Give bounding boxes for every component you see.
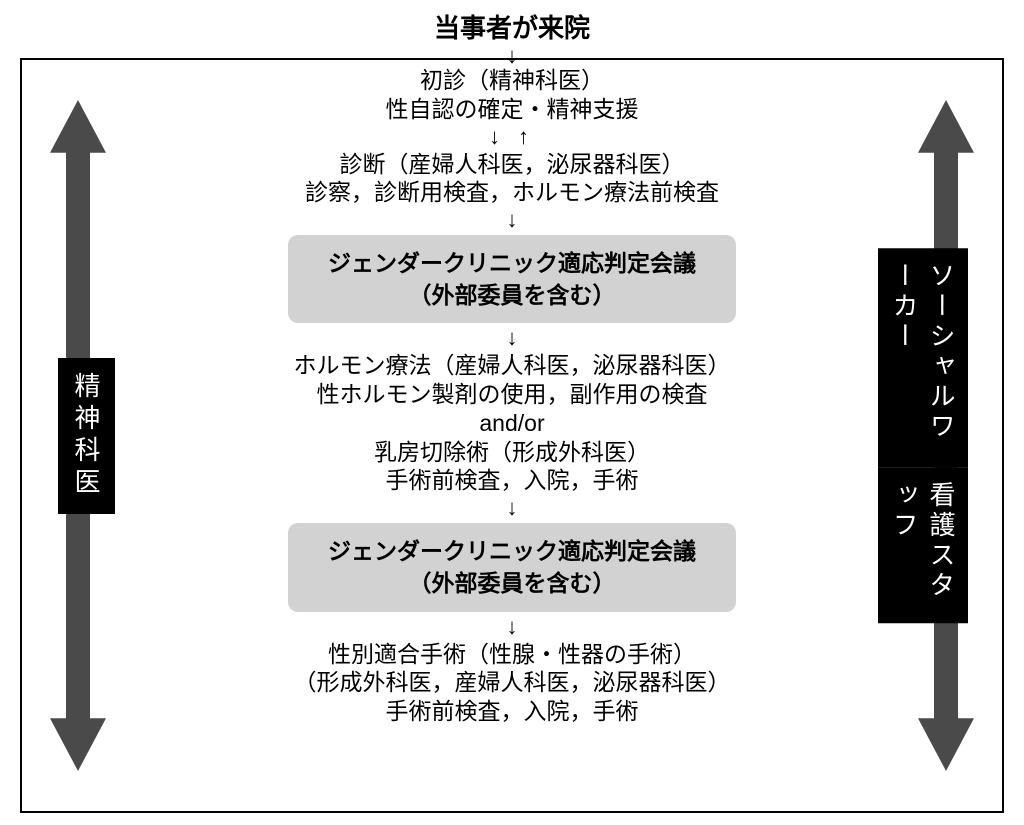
step-3-line-2: 性ホルモン製剤の使用，副作用の検査 <box>294 380 731 409</box>
step-2-line-2: 診察，診断用検査，ホルモン療法前検査 <box>305 178 719 207</box>
step-3-line-4: 乳房切除術（形成外科医） <box>294 438 731 467</box>
committee-box-2: ジェンダークリニック適応判定会議 （外部委員を含む） <box>288 523 736 611</box>
step-3: ホルモン療法（産婦人科医，泌尿器科医） 性ホルモン製剤の使用，副作用の検査 an… <box>294 351 731 495</box>
right-role-label-2: 看護スタッフ <box>878 467 968 623</box>
committee-box-1-line-1: ジェンダークリニック適応判定会議 <box>328 247 696 279</box>
step-3-line-1: ホルモン療法（産婦人科医，泌尿器科医） <box>294 351 731 380</box>
step-1-line-1: 初診（精神科医） <box>386 66 639 95</box>
left-role-label: 精神科医 <box>58 358 115 514</box>
step-2: 診断（産婦人科医，泌尿器科医） 診察，診断用検査，ホルモン療法前検査 <box>305 150 719 208</box>
flow-column: 初診（精神科医） 性自認の確定・精神支援 ↓ ↑ 診断（産婦人科医，泌尿器科医）… <box>172 60 852 811</box>
committee-box-1: ジェンダークリニック適応判定会議 （外部委員を含む） <box>288 235 736 323</box>
step-1-line-2: 性自認の確定・精神支援 <box>386 95 639 124</box>
down-arrow-icon: ↓ <box>507 327 518 349</box>
committee-box-2-line-1: ジェンダークリニック適応判定会議 <box>328 535 696 567</box>
page-title: 当事者が来院 <box>0 0 1024 45</box>
step-4-line-3: 手術前検査，入院，手術 <box>294 697 731 726</box>
down-arrow-icon: ↓ <box>507 616 518 638</box>
step-4-line-2: （形成外科医，産婦人科医，泌尿器科医） <box>294 668 731 697</box>
step-3-line-3: and/or <box>294 409 731 438</box>
step-2-line-1: 診断（産婦人科医，泌尿器科医） <box>305 150 719 179</box>
step-4-line-1: 性別適合手術（性腺・性器の手術） <box>294 640 731 669</box>
down-arrow-icon: ↓ <box>507 209 518 231</box>
main-flow-container: 精神科医 ソーシャルワーカー 看護スタッフ 初診（精神科医） 性自認の確定・精神… <box>20 58 1004 813</box>
down-arrow-icon: ↓ <box>507 497 518 519</box>
right-role-labels: ソーシャルワーカー 看護スタッフ <box>878 248 968 624</box>
step-3-line-5: 手術前検査，入院，手術 <box>294 466 731 495</box>
bidirectional-arrow-icon: ↓ ↑ <box>489 126 535 148</box>
step-4: 性別適合手術（性腺・性器の手術） （形成外科医，産婦人科医，泌尿器科医） 手術前… <box>294 640 731 726</box>
right-role-label-1: ソーシャルワーカー <box>878 248 968 468</box>
committee-box-1-line-2: （外部委員を含む） <box>328 279 696 311</box>
committee-box-2-line-2: （外部委員を含む） <box>328 567 696 599</box>
step-1: 初診（精神科医） 性自認の確定・精神支援 <box>386 66 639 124</box>
